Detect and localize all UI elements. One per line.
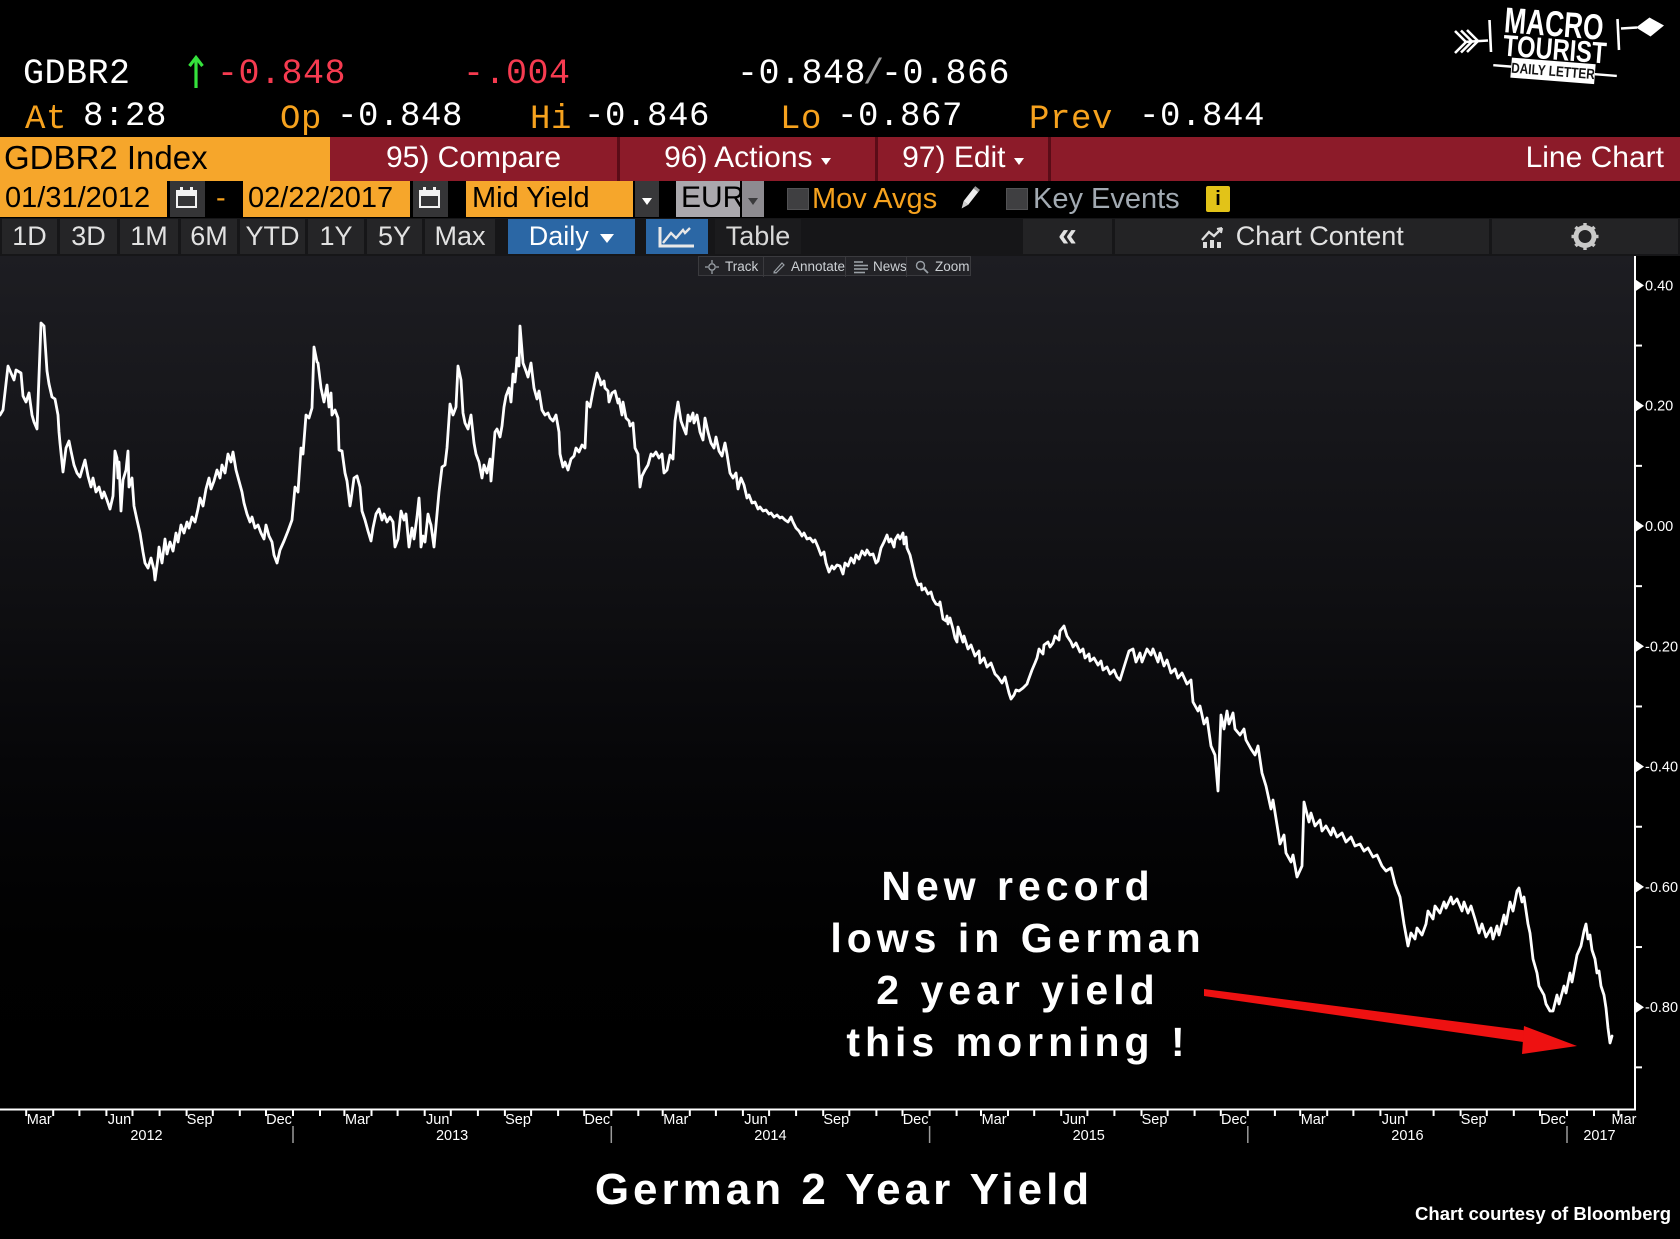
- svg-text:-0.80: -0.80: [1645, 1000, 1678, 1016]
- svg-text:2014: 2014: [754, 1128, 786, 1144]
- svg-text:Mar: Mar: [1612, 1112, 1637, 1128]
- svg-text:Mar: Mar: [1301, 1112, 1326, 1128]
- svg-text:Dec: Dec: [584, 1112, 610, 1128]
- svg-text:Jun: Jun: [1063, 1112, 1086, 1128]
- svg-text:Sep: Sep: [1142, 1112, 1168, 1128]
- svg-text:Mar: Mar: [27, 1112, 52, 1128]
- svg-text:Jun: Jun: [1382, 1112, 1405, 1128]
- svg-text:Jun: Jun: [744, 1112, 767, 1128]
- svg-text:Sep: Sep: [505, 1112, 531, 1128]
- svg-text:0.00: 0.00: [1645, 519, 1673, 535]
- svg-text:Sep: Sep: [1461, 1112, 1487, 1128]
- svg-text:2013: 2013: [436, 1128, 468, 1144]
- svg-text:DAILY LETTER: DAILY LETTER: [1511, 60, 1596, 83]
- svg-text:0.20: 0.20: [1645, 399, 1673, 415]
- svg-text:Dec: Dec: [1221, 1112, 1247, 1128]
- svg-text:Mar: Mar: [663, 1112, 688, 1128]
- svg-text:Dec: Dec: [1540, 1112, 1566, 1128]
- svg-text:2016: 2016: [1391, 1128, 1423, 1144]
- svg-text:Mar: Mar: [345, 1112, 370, 1128]
- svg-text:MACRO: MACRO: [1503, 0, 1605, 48]
- svg-text:Dec: Dec: [903, 1112, 929, 1128]
- svg-text:-0.40: -0.40: [1645, 760, 1678, 776]
- svg-text:Jun: Jun: [426, 1112, 449, 1128]
- svg-text:2012: 2012: [130, 1128, 162, 1144]
- svg-text:-0.60: -0.60: [1645, 880, 1678, 896]
- svg-text:Sep: Sep: [823, 1112, 849, 1128]
- svg-text:Sep: Sep: [187, 1112, 213, 1128]
- svg-text:-0.20: -0.20: [1645, 639, 1678, 655]
- svg-text:Mar: Mar: [982, 1112, 1007, 1128]
- svg-text:2017: 2017: [1583, 1128, 1615, 1144]
- svg-text:Jun: Jun: [108, 1112, 131, 1128]
- svg-text:Dec: Dec: [266, 1112, 292, 1128]
- svg-text:2015: 2015: [1073, 1128, 1105, 1144]
- svg-text:0.40: 0.40: [1645, 278, 1673, 294]
